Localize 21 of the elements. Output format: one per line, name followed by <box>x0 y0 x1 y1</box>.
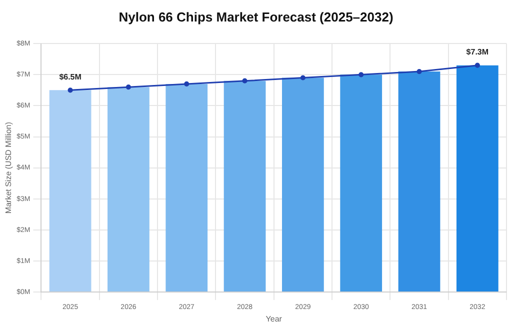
bar <box>166 84 208 292</box>
bar <box>282 78 324 292</box>
bar <box>108 87 150 292</box>
data-label: $6.5M <box>59 72 82 82</box>
x-axis-title: Year <box>266 314 282 324</box>
point <box>126 84 132 90</box>
bar <box>49 90 92 292</box>
chart-title: Nylon 66 Chips Market Forecast (2025–2032) <box>118 9 394 24</box>
point <box>68 88 73 93</box>
bar <box>224 80 266 292</box>
point <box>184 81 190 87</box>
point <box>242 78 248 84</box>
bar <box>456 65 498 292</box>
data-label: $7.3M <box>466 48 489 57</box>
point <box>416 68 422 74</box>
bar <box>398 72 440 292</box>
y-axis-title: Market Size (USD Million) <box>4 122 14 214</box>
point <box>474 62 480 68</box>
point <box>300 75 306 80</box>
point <box>358 72 364 78</box>
bar <box>340 74 382 292</box>
